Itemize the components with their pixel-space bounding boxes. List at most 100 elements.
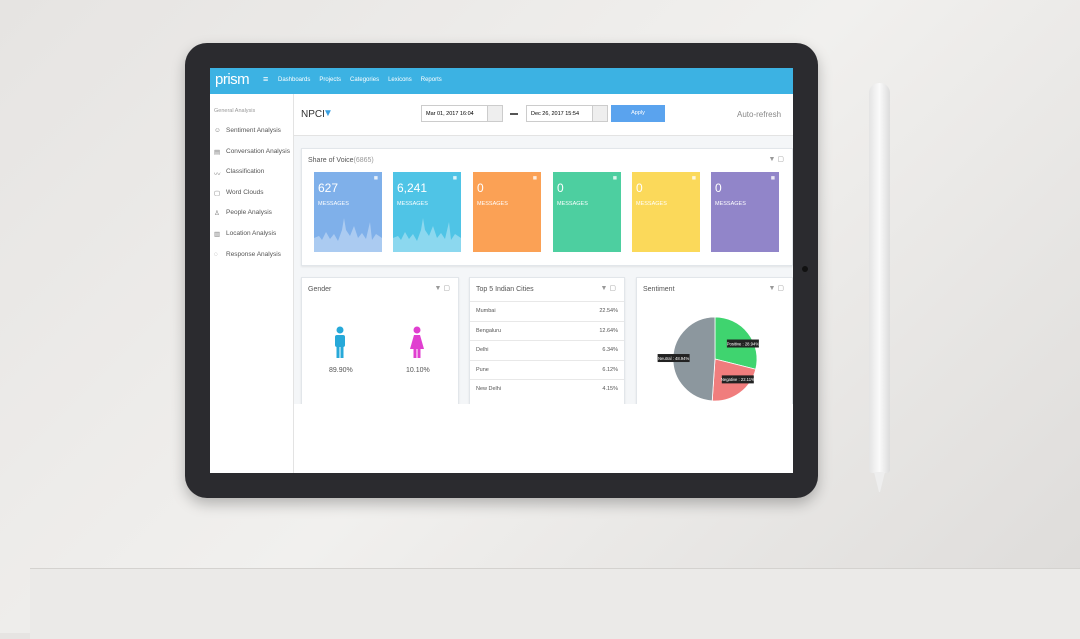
city-share: 6.34% bbox=[602, 347, 618, 353]
sidebar-item[interactable]: People Analysis bbox=[226, 209, 272, 217]
nav-item[interactable]: Projects bbox=[319, 77, 342, 83]
city-row: Delhi 6.34% bbox=[470, 340, 624, 360]
panel-icons[interactable]: ▼ ▢ bbox=[768, 156, 785, 163]
sidebar-icon: ▤ bbox=[214, 148, 221, 156]
city-share: 22.54% bbox=[599, 308, 618, 314]
sidebar-icon: 〰 bbox=[214, 171, 221, 179]
message-label: MESSAGES bbox=[318, 201, 349, 207]
marble-slab bbox=[30, 568, 1080, 639]
sidebar-item[interactable]: Response Analysis bbox=[226, 250, 281, 258]
message-count: 0 bbox=[557, 181, 564, 195]
sidebar bbox=[210, 94, 294, 473]
screen: prism ≡ Dashboards Projects Categories Lexi… bbox=[210, 68, 793, 473]
nav-item[interactable]: Dashboards bbox=[278, 77, 311, 83]
toolbar bbox=[294, 94, 793, 136]
sidebar-heading: General Analysis bbox=[214, 108, 256, 114]
city-row: Mumbai 22.54% bbox=[470, 301, 624, 321]
logo: prism bbox=[215, 71, 250, 88]
city-share: 12.64% bbox=[599, 327, 618, 334]
message-count: 0 bbox=[715, 181, 722, 195]
total: (6865) bbox=[353, 157, 374, 164]
message-card[interactable]: 0 MESSAGES ■ bbox=[632, 172, 700, 252]
male-share: 89.90% bbox=[329, 367, 353, 374]
message-count: 6,241 bbox=[397, 181, 428, 195]
message-count: 0 bbox=[477, 181, 484, 195]
sidebar-item[interactable]: Classification bbox=[226, 168, 265, 176]
end-date[interactable]: Dec 26, 2017 15:54 bbox=[526, 105, 608, 122]
message-card[interactable]: 6,241 MESSAGES ■ bbox=[393, 172, 461, 252]
pencil bbox=[869, 83, 890, 473]
panel-icons[interactable]: ▼ ▢ bbox=[434, 285, 451, 292]
sentiment-pie: Positive : 28.94% Negative : 22.11% Neutra… bbox=[657, 316, 760, 402]
nav-item[interactable]: Categories bbox=[350, 77, 380, 83]
gender-panel: Gender ▼ ▢ 89.90% 10.10% bbox=[301, 277, 459, 419]
sidebar-icon: ♙ bbox=[214, 210, 220, 218]
sidebar-icon: ◌ bbox=[214, 250, 218, 258]
card-icon: ■ bbox=[452, 175, 457, 182]
slice-label: Negative : 22.11% bbox=[721, 377, 755, 382]
message-card[interactable]: 627 MESSAGES ■ bbox=[314, 172, 382, 252]
city-name: New Delhi bbox=[476, 386, 502, 392]
female-share: 10.10% bbox=[406, 367, 430, 374]
skyline bbox=[314, 218, 382, 252]
nav-items: Dashboards Projects Categories Lexicons Repo… bbox=[278, 73, 442, 87]
sidebar-icon: ▢ bbox=[214, 189, 221, 197]
city-row: Bengaluru 12.64% bbox=[470, 320, 624, 341]
card-icon: ■ bbox=[612, 175, 617, 182]
card-icon: ■ bbox=[691, 175, 696, 182]
city-share: 6.12% bbox=[602, 366, 618, 373]
message-label: MESSAGES bbox=[477, 201, 508, 207]
message-card[interactable]: 0 MESSAGES ■ bbox=[553, 172, 621, 252]
sidebar-item[interactable]: Word Clouds bbox=[226, 188, 264, 196]
auto-refresh[interactable]: Auto-refresh bbox=[737, 110, 782, 119]
slice-label-bg bbox=[657, 354, 690, 363]
slice-label: Positive : 28.94% bbox=[727, 341, 760, 346]
panel-icons[interactable]: ▼ ▢ bbox=[600, 285, 617, 292]
message-label: MESSAGES bbox=[397, 201, 428, 207]
city-share: 4.15% bbox=[602, 386, 618, 392]
gender-title: Gender bbox=[308, 286, 332, 293]
end-date-text: Dec 26, 2017 15:54 bbox=[531, 111, 580, 117]
date-separator bbox=[510, 113, 518, 115]
sidebar-item[interactable]: Location Analysis bbox=[226, 230, 277, 237]
apply-button[interactable]: Apply bbox=[611, 105, 665, 122]
sidebar-item[interactable]: Sentiment Analysis bbox=[226, 127, 281, 134]
menu-icon[interactable]: ≡ bbox=[263, 74, 269, 84]
start-date-text: Mar 01, 2017 16:04 bbox=[426, 111, 474, 117]
message-label: MESSAGES bbox=[557, 201, 588, 207]
filter-icon[interactable]: ▼ bbox=[323, 108, 333, 119]
city-name: Mumbai bbox=[476, 308, 496, 314]
female-icon bbox=[410, 326, 424, 358]
panel-icons[interactable]: ▼ ▢ bbox=[768, 285, 785, 292]
message-count: 627 bbox=[318, 181, 339, 195]
card-icon: ■ bbox=[770, 175, 775, 182]
sidebar-item[interactable]: Conversation Analysis bbox=[226, 147, 290, 155]
start-date[interactable]: Mar 01, 2017 16:04 bbox=[421, 105, 503, 122]
card-icon: ■ bbox=[373, 175, 378, 182]
city-name: Delhi bbox=[476, 347, 489, 353]
screen-blank bbox=[294, 404, 793, 473]
message-card[interactable]: 0 MESSAGES ■ bbox=[711, 172, 779, 252]
slice-label-bg bbox=[721, 375, 754, 384]
nav-item[interactable]: Reports bbox=[420, 77, 442, 83]
male-icon bbox=[335, 326, 345, 358]
nav-item[interactable]: Lexicons bbox=[388, 77, 412, 83]
city-row: New Delhi 4.15% bbox=[470, 379, 624, 399]
pencil-tip bbox=[874, 472, 885, 492]
project-title: NPCI bbox=[301, 109, 325, 120]
sentiment-panel: Sentiment ▼ ▢ Positive : 28.94% Negative … bbox=[636, 277, 793, 419]
navbar bbox=[210, 68, 793, 94]
slice-label: Neutral : 48.94% bbox=[658, 356, 689, 361]
message-card[interactable]: 0 MESSAGES ■ bbox=[473, 172, 541, 252]
cities-title: Top 5 Indian Cities bbox=[476, 286, 534, 293]
sidebar-icon: ▥ bbox=[214, 231, 221, 238]
camera bbox=[802, 266, 808, 272]
city-name: Bengaluru bbox=[476, 327, 502, 334]
city-row: Pune 6.12% bbox=[470, 359, 624, 380]
message-label: MESSAGES bbox=[715, 201, 746, 207]
slice-label-bg bbox=[726, 339, 759, 348]
share-of-voice-title: Share of Voice(6865) bbox=[308, 157, 374, 164]
sentiment-title: Sentiment bbox=[643, 286, 675, 293]
message-label: MESSAGES bbox=[636, 201, 667, 207]
